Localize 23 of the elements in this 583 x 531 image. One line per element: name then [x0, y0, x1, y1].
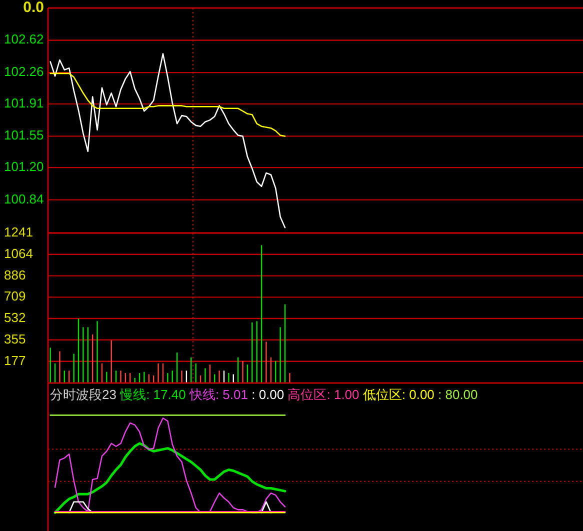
- y-tick-label: 101.20: [4, 159, 44, 174]
- text: : 0.00: [252, 387, 288, 402]
- y-tick-label: 102.26: [4, 64, 44, 79]
- y-tick-label: 532: [4, 310, 26, 325]
- line-series: [50, 72, 286, 137]
- y-tick-label: 100.84: [4, 191, 44, 206]
- text: : 80.00: [438, 387, 478, 402]
- chart-title: 分时波段23: [50, 387, 120, 402]
- y-tick-label: 101.91: [4, 95, 44, 110]
- y-tick-label: 1064: [4, 246, 33, 261]
- y-tick-label: 177: [4, 352, 26, 368]
- text: 慢线: 17.40: [119, 387, 190, 402]
- line-series: [50, 53, 286, 228]
- y-tick-label: 1241: [4, 224, 33, 240]
- text: 低位区: 0.00: [362, 387, 438, 402]
- y-tick-label: 101.55: [4, 128, 44, 143]
- text: 高位区: 1.00: [288, 387, 363, 402]
- text: 快线: 5.01: [188, 387, 252, 402]
- y-tick-label: 102.62: [4, 32, 44, 47]
- y-tick-label: 886: [4, 267, 26, 282]
- y-tick-label: 355: [4, 331, 26, 346]
- text: 0.0: [23, 0, 44, 16]
- y-tick-label: 709: [4, 288, 26, 304]
